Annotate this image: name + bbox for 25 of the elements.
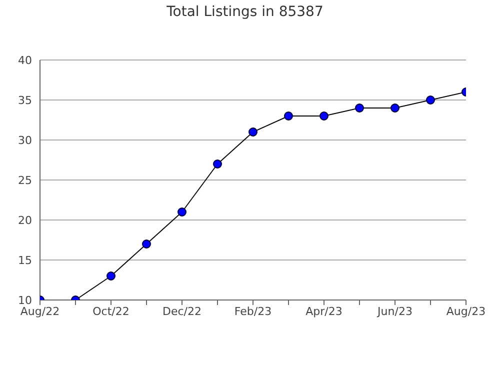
x-tick-label: Apr/23 [306,304,342,318]
point [178,208,186,216]
y-tick-label: 20 [18,214,32,227]
y-tick-label: 15 [18,254,32,267]
y-tick-label: 10 [18,294,32,307]
point [284,112,293,120]
point [106,272,116,280]
point [320,112,328,120]
point [355,104,364,112]
point [390,104,400,112]
y-tick-label: 25 [18,174,32,187]
x-tick-label: Oct/22 [92,304,130,318]
x-tick-label: Feb/23 [234,304,272,318]
x-tick-label: Aug/23 [446,304,486,318]
point [142,240,151,248]
y-tick-label: 40 [18,54,32,67]
point [213,160,222,168]
y-tick-label: 30 [18,134,32,147]
x-tick-label: Jun/23 [376,304,412,318]
x-tick-label: Aug/22 [20,304,60,318]
chart-title: Total Listings in 85387 [166,4,324,20]
y-tick-label: 35 [18,94,32,107]
point [248,128,258,136]
point [426,96,435,104]
x-tick-label: Dec/22 [162,304,202,318]
